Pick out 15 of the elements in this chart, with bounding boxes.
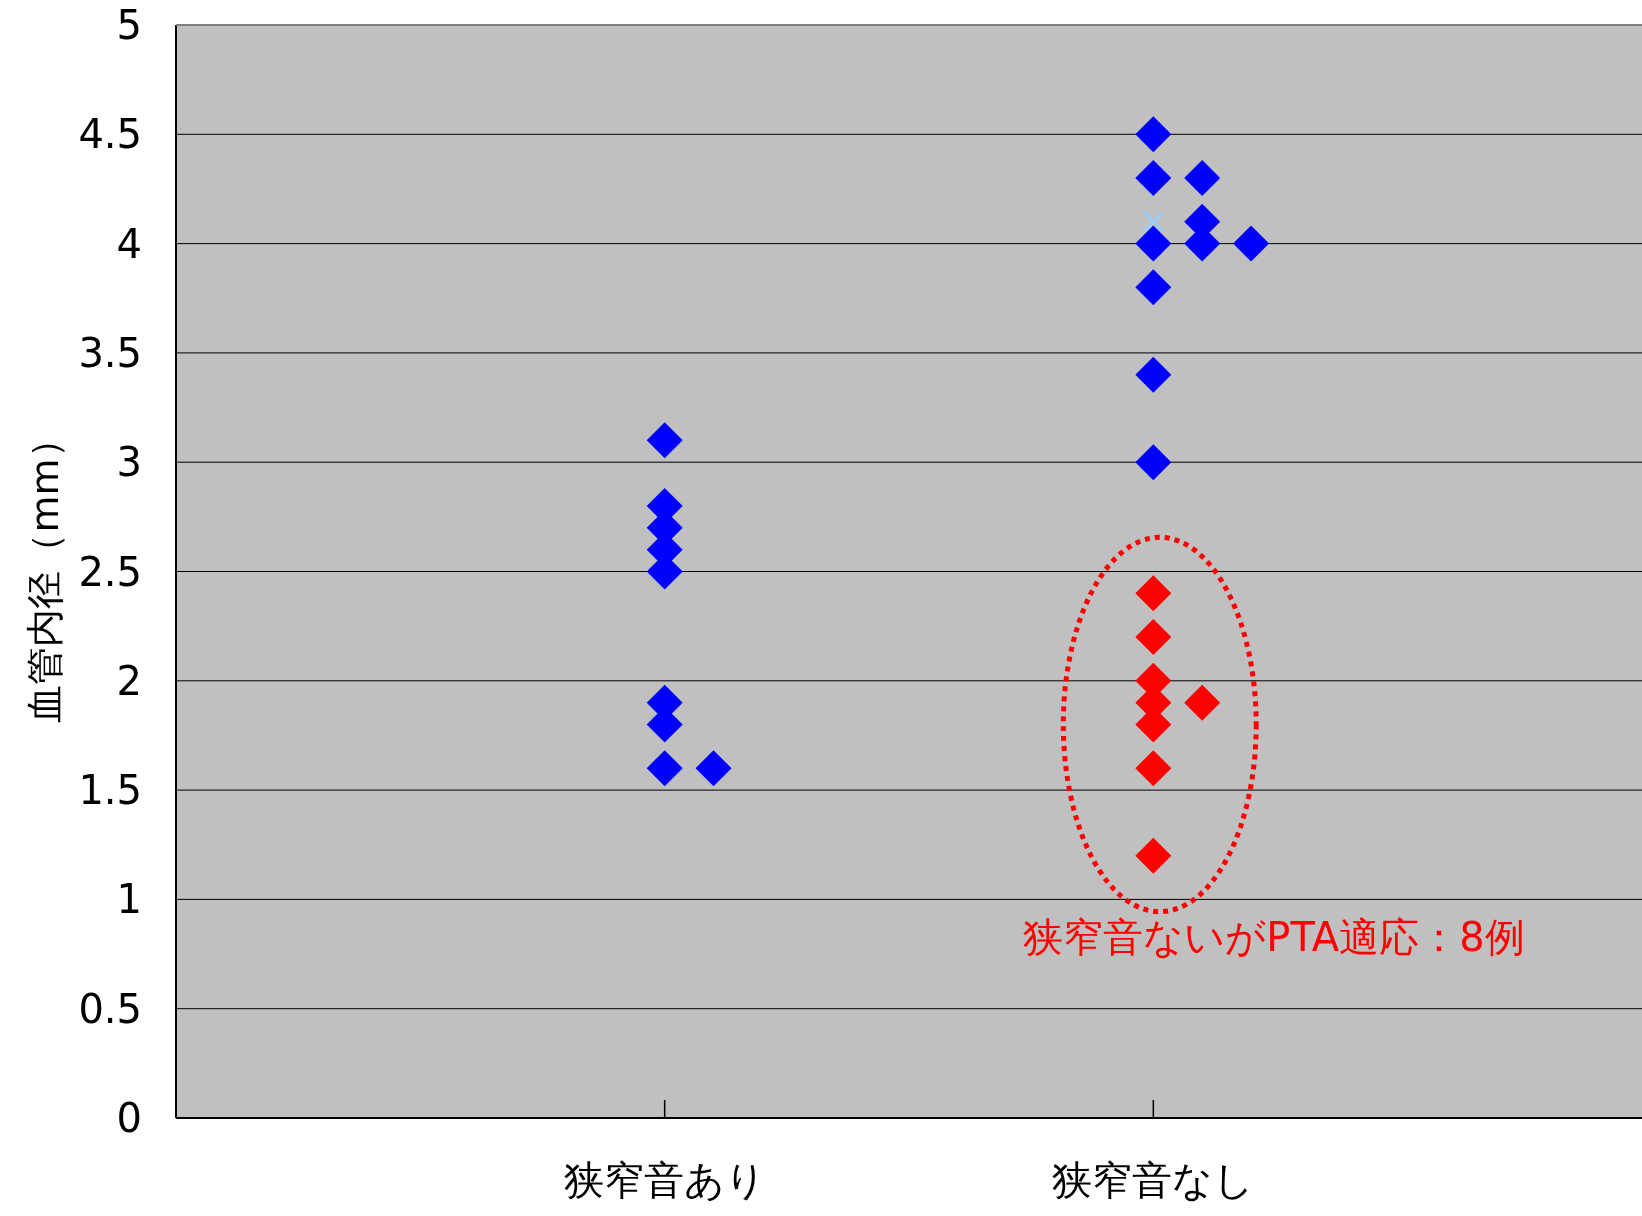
y-tick-label: 1.5 — [78, 767, 142, 814]
x-tick-label: 狭窄音なし — [1052, 1157, 1255, 1203]
y-tick-label: 3 — [116, 439, 142, 486]
y-axis-title: 血管内径（mm） — [23, 420, 67, 723]
y-tick-label: 1 — [116, 876, 142, 923]
x-tick-label: 狭窄音あり — [563, 1157, 766, 1203]
y-tick-label: 5 — [116, 2, 142, 48]
y-tick-label: 2.5 — [78, 548, 142, 595]
y-tick-label: 0.5 — [78, 985, 142, 1032]
y-tick-label: 2 — [116, 657, 142, 704]
y-tick-label: 0 — [116, 1095, 142, 1141]
y-tick-label: 4.5 — [78, 111, 142, 158]
y-tick-label: 3.5 — [78, 329, 142, 376]
annotation: 狭窄音ないがPTA適応：8例 — [1023, 912, 1526, 962]
y-tick-label: 4 — [116, 220, 142, 267]
